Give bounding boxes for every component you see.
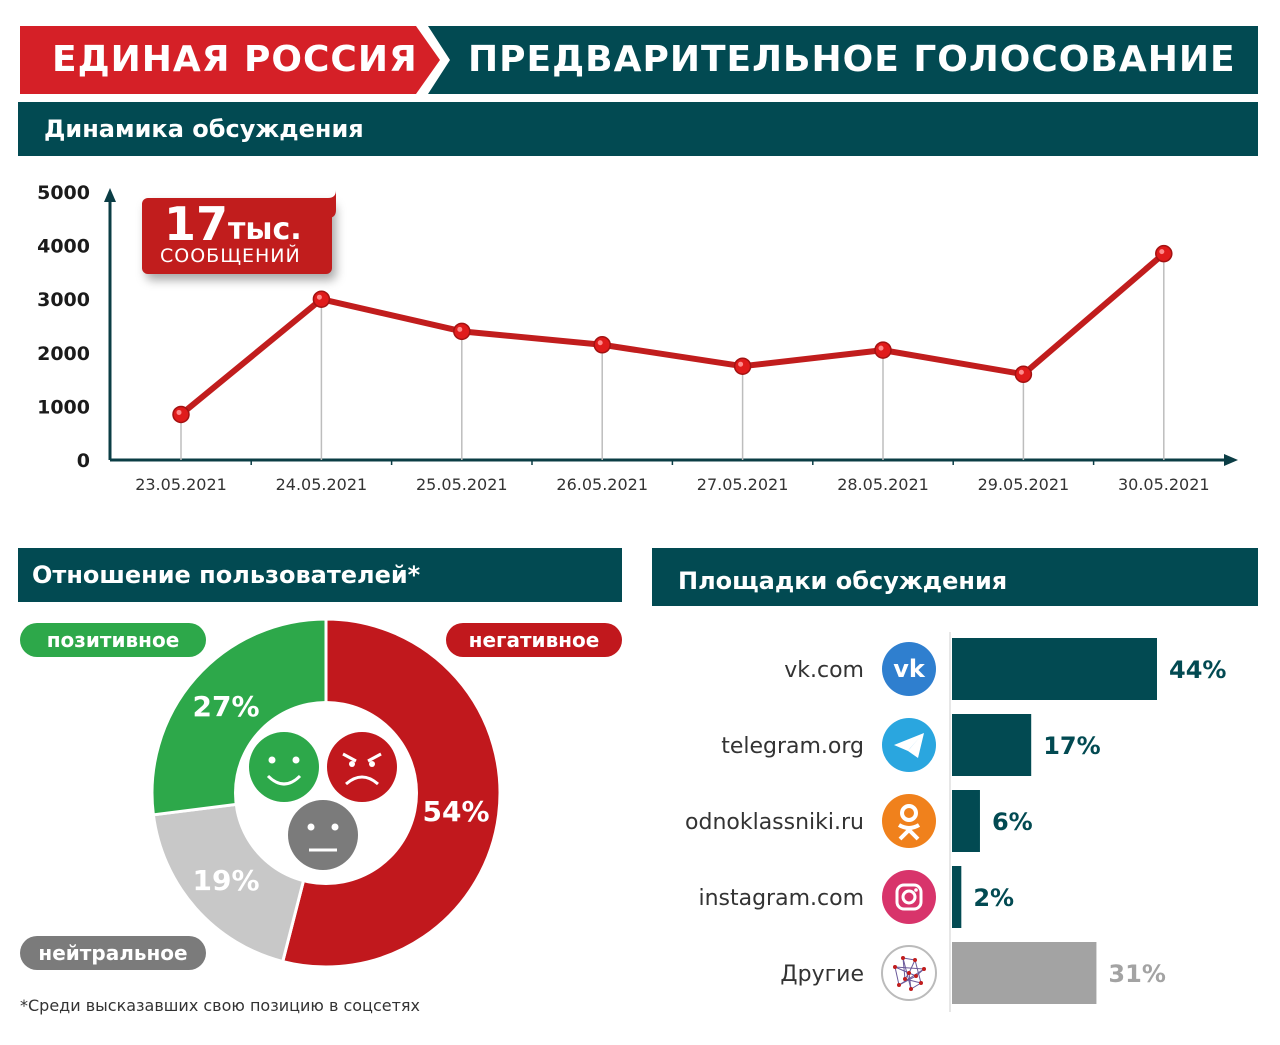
banner-red-bg xyxy=(20,26,440,94)
x-tick-label: 26.05.2021 xyxy=(556,475,648,494)
platform-bar xyxy=(952,638,1157,700)
platform-name: vk.com xyxy=(784,658,864,683)
y-tick-label: 3000 xyxy=(37,289,90,311)
platform-bar xyxy=(952,866,962,928)
platforms-section-title: Площадки обсуждения xyxy=(652,548,1258,606)
x-tick-label: 24.05.2021 xyxy=(276,475,368,494)
x-tick-label: 23.05.2021 xyxy=(135,475,227,494)
slice-percent-label: 27% xyxy=(192,690,259,723)
data-point-highlight xyxy=(878,345,884,351)
bar-chart: vk.com vk 44% telegram.org 17% odnoklassniki.… xyxy=(685,632,1226,1012)
messages-badge: 17 тыс. СООБЩЕНИЙ xyxy=(142,190,336,274)
data-point-highlight xyxy=(738,361,744,367)
data-point xyxy=(1014,365,1033,383)
footnote: *Среди высказавших свою позицию в соцсет… xyxy=(20,996,420,1015)
data-point xyxy=(172,405,190,424)
platform-bar xyxy=(952,790,980,852)
x-tick-label: 30.05.2021 xyxy=(1118,475,1210,494)
platform-name: telegram.org xyxy=(721,734,864,759)
data-point-highlight xyxy=(1159,249,1165,255)
x-axis-arrow xyxy=(1224,454,1238,466)
data-point-highlight xyxy=(597,340,603,346)
odnoklassniki-icon xyxy=(882,794,936,848)
data-point xyxy=(312,290,331,308)
data-point xyxy=(733,357,752,375)
badge-number: 17 xyxy=(164,197,229,251)
platform-percent: 2% xyxy=(973,884,1014,912)
slice-percent-label: 54% xyxy=(422,795,489,828)
series-line xyxy=(179,251,1166,417)
platform-bar xyxy=(952,714,1032,776)
y-axis-arrow xyxy=(104,188,116,202)
svg-text:vk: vk xyxy=(893,655,926,683)
title-banner: ЕДИНАЯ РОССИЯ ПРЕДВАРИТЕЛЬНОЕ ГОЛОСОВАНИ… xyxy=(20,26,1258,94)
angry-face-icon xyxy=(327,732,397,802)
data-point-highlight xyxy=(176,409,182,415)
x-tick-label: 27.05.2021 xyxy=(697,475,789,494)
y-tick-label: 1000 xyxy=(37,396,90,418)
data-point-highlight xyxy=(316,294,322,300)
telegram-icon xyxy=(882,718,936,772)
negative-pill: негативное xyxy=(446,623,622,657)
data-point xyxy=(453,322,471,341)
platform-percent: 6% xyxy=(992,808,1033,836)
badge-corner xyxy=(314,190,336,218)
data-point-highlight xyxy=(1018,369,1024,375)
badge-unit: тыс. xyxy=(228,212,302,247)
sentiment-section-title: Отношение пользователей* xyxy=(18,548,622,602)
platform-percent: 44% xyxy=(1169,656,1226,684)
platform-name: instagram.com xyxy=(698,886,864,911)
platform-bar xyxy=(952,942,1097,1004)
platform-name: Другие xyxy=(780,962,864,987)
x-tick-label: 29.05.2021 xyxy=(978,475,1070,494)
badge-caption: СООБЩЕНИЙ xyxy=(160,245,301,267)
data-point xyxy=(1155,244,1173,263)
x-tick-label: 28.05.2021 xyxy=(837,475,929,494)
slice-percent-label: 19% xyxy=(192,864,259,897)
y-tick-label: 5000 xyxy=(37,182,90,204)
vk-icon: vk xyxy=(882,642,936,696)
positive-pill: позитивное xyxy=(20,623,206,657)
instagram-icon xyxy=(882,870,936,924)
platform-percent: 17% xyxy=(1043,732,1100,760)
line-chart: 5000 4000 3000 2000 1000 0 23.05.2021 24.05.202… xyxy=(37,182,1238,494)
data-point-highlight xyxy=(457,326,463,332)
platform-name: odnoklassniki.ru xyxy=(685,810,864,835)
x-tick-label: 25.05.2021 xyxy=(416,475,508,494)
banner-teal-bg xyxy=(428,26,1258,94)
neutral-face-icon xyxy=(288,800,358,870)
happy-face-icon xyxy=(249,732,319,802)
y-tick-label: 0 xyxy=(77,450,90,472)
data-point xyxy=(593,336,611,354)
dynamics-section-title: Динамика обсуждения xyxy=(18,102,1258,156)
vote-title: ПРЕДВАРИТЕЛЬНОЕ ГОЛОСОВАНИЕ xyxy=(468,39,1236,80)
data-point xyxy=(874,341,892,359)
y-tick-label: 2000 xyxy=(37,343,90,365)
neutral-pill: нейтральное xyxy=(20,936,206,970)
donut-chart: 54% 19% 27% xyxy=(150,617,502,969)
network-icon xyxy=(881,945,937,1001)
party-title: ЕДИНАЯ РОССИЯ xyxy=(52,39,418,80)
platform-percent: 31% xyxy=(1108,960,1165,988)
y-tick-label: 4000 xyxy=(37,236,90,258)
